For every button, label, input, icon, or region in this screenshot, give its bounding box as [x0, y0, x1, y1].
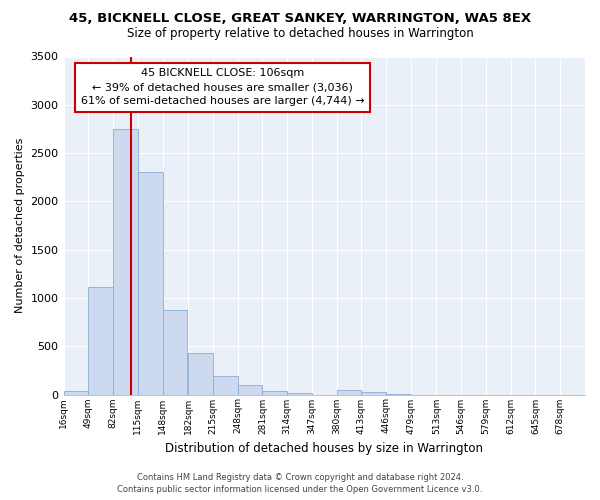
- Bar: [64, 390, 88, 394]
- Bar: [88, 288, 113, 395]
- Text: Contains HM Land Registry data © Crown copyright and database right 2024.
Contai: Contains HM Land Registry data © Crown c…: [118, 473, 482, 494]
- Bar: [138, 172, 163, 394]
- Bar: [113, 129, 138, 394]
- Bar: [238, 386, 262, 394]
- Bar: [213, 376, 238, 394]
- Bar: [287, 392, 312, 394]
- Text: 45, BICKNELL CLOSE, GREAT SANKEY, WARRINGTON, WA5 8EX: 45, BICKNELL CLOSE, GREAT SANKEY, WARRIN…: [69, 12, 531, 26]
- X-axis label: Distribution of detached houses by size in Warrington: Distribution of detached houses by size …: [165, 442, 483, 455]
- Text: Size of property relative to detached houses in Warrington: Size of property relative to detached ho…: [127, 28, 473, 40]
- Text: 45 BICKNELL CLOSE: 106sqm
← 39% of detached houses are smaller (3,036)
61% of se: 45 BICKNELL CLOSE: 106sqm ← 39% of detac…: [81, 68, 364, 106]
- Bar: [188, 353, 213, 395]
- Y-axis label: Number of detached properties: Number of detached properties: [15, 138, 25, 313]
- Bar: [262, 391, 287, 394]
- Bar: [337, 390, 361, 394]
- Bar: [361, 392, 386, 394]
- Bar: [163, 310, 187, 394]
